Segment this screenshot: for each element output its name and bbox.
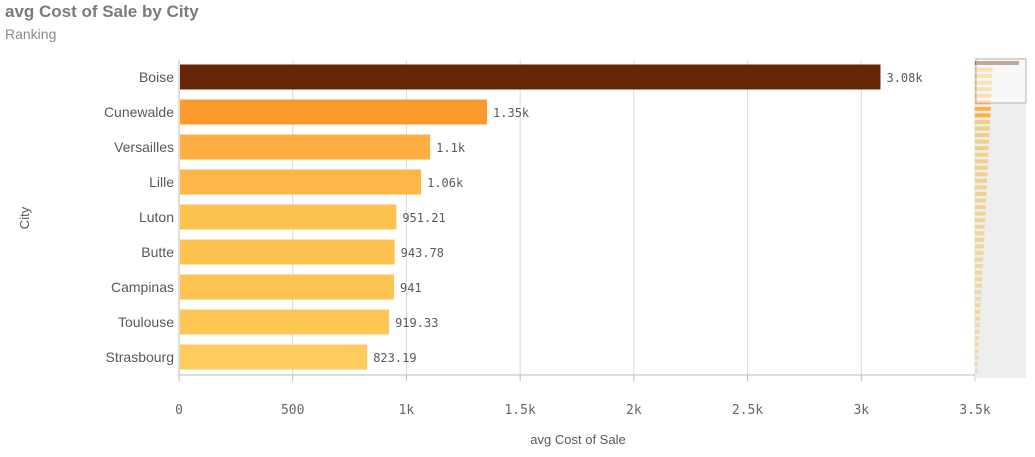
- y-tick-label[interactable]: Butte: [141, 244, 174, 260]
- data-label: 919.33: [395, 316, 438, 330]
- data-label: 951.21: [402, 211, 445, 225]
- minimap-bar: [975, 250, 984, 255]
- y-tick-label[interactable]: Versailles: [114, 139, 174, 155]
- x-tick-label: 0: [175, 403, 183, 418]
- bar-versailles[interactable]: [180, 134, 431, 160]
- minimap-bar: [975, 178, 988, 183]
- minimap-bar: [975, 192, 987, 196]
- data-label: 1.1k: [436, 141, 466, 155]
- minimap-bar: [975, 113, 991, 118]
- data-label: 1.06k: [427, 176, 464, 190]
- y-tick-label[interactable]: Luton: [139, 209, 174, 225]
- bar-toulouse[interactable]: [180, 309, 390, 335]
- minimap-bar: [975, 126, 990, 131]
- minimap-bar: [975, 277, 983, 282]
- chart-title: avg Cost of Sale by City: [5, 2, 199, 21]
- minimap-bar: [975, 119, 991, 124]
- minimap-bar: [975, 244, 984, 249]
- x-tick-label: 2k: [626, 403, 642, 418]
- y-tick-label[interactable]: Strasbourg: [106, 349, 174, 365]
- data-label: 1.35k: [493, 106, 530, 120]
- x-tick-label: 1.5k: [504, 403, 535, 418]
- data-label: 943.78: [401, 246, 444, 260]
- minimap-bar: [975, 133, 990, 138]
- y-tick-label[interactable]: Campinas: [111, 279, 174, 295]
- minimap-bar: [975, 205, 986, 210]
- minimap-bar: [975, 368, 978, 373]
- scroll-minimap[interactable]: [975, 58, 1027, 378]
- x-tick-label: 2.5k: [732, 403, 763, 418]
- minimap-bar: [975, 257, 984, 262]
- y-tick-label[interactable]: Toulouse: [118, 314, 174, 330]
- x-tick-label: 3k: [853, 403, 869, 418]
- bar-strasbourg[interactable]: [180, 344, 368, 370]
- y-tick-label[interactable]: Boise: [139, 69, 174, 85]
- minimap-track[interactable]: [975, 58, 1026, 378]
- x-tick-label: 1k: [399, 403, 415, 418]
- data-label: 941: [400, 281, 422, 295]
- minimap-bar: [975, 349, 979, 354]
- bar-lille[interactable]: [180, 169, 422, 195]
- x-tick-label: 500: [281, 403, 304, 418]
- bar-butte[interactable]: [180, 239, 395, 265]
- chart-subtitle: Ranking: [5, 26, 57, 42]
- y-axis-title: City: [17, 206, 32, 229]
- minimap-bar: [975, 264, 983, 269]
- minimap-bar: [975, 211, 986, 216]
- minimap-bar: [975, 329, 980, 334]
- minimap-bar: [975, 355, 979, 360]
- minimap-bar: [975, 172, 988, 177]
- minimap-bar: [975, 231, 985, 236]
- minimap-bar: [975, 185, 987, 190]
- minimap-bar: [975, 316, 981, 321]
- minimap-bar: [975, 224, 985, 229]
- data-label: 3.08k: [886, 71, 923, 85]
- bar-campinas[interactable]: [180, 274, 395, 300]
- x-tick-label: 3.5k: [959, 403, 990, 418]
- bar-cunewalde[interactable]: [180, 99, 488, 125]
- minimap-bar: [975, 152, 989, 157]
- minimap-bar: [975, 296, 982, 301]
- bar-luton[interactable]: [180, 204, 397, 230]
- bar-boise[interactable]: [180, 64, 881, 90]
- minimap-viewport[interactable]: [975, 58, 1027, 104]
- minimap-bar: [975, 336, 980, 341]
- minimap-bar: [975, 146, 989, 151]
- minimap-bar: [975, 106, 991, 111]
- minimap-bar: [975, 139, 990, 144]
- minimap-bar: [975, 323, 980, 327]
- minimap-bar: [975, 218, 986, 223]
- minimap-bar: [975, 237, 985, 242]
- minimap-bar: [975, 362, 978, 367]
- x-axis-title: avg Cost of Sale: [530, 432, 625, 447]
- minimap-bar: [975, 342, 979, 347]
- minimap-bar: [975, 198, 987, 203]
- minimap-bar: [975, 303, 981, 308]
- y-tick-label[interactable]: Lille: [149, 174, 174, 190]
- minimap-bar: [975, 159, 989, 164]
- y-tick-label[interactable]: Cunewalde: [104, 104, 174, 120]
- minimap-bar: [975, 165, 988, 170]
- minimap-bar: [975, 270, 983, 275]
- minimap-bar: [975, 309, 981, 314]
- minimap-bar: [975, 290, 982, 295]
- data-label: 823.19: [373, 351, 416, 365]
- minimap-bar: [975, 283, 982, 288]
